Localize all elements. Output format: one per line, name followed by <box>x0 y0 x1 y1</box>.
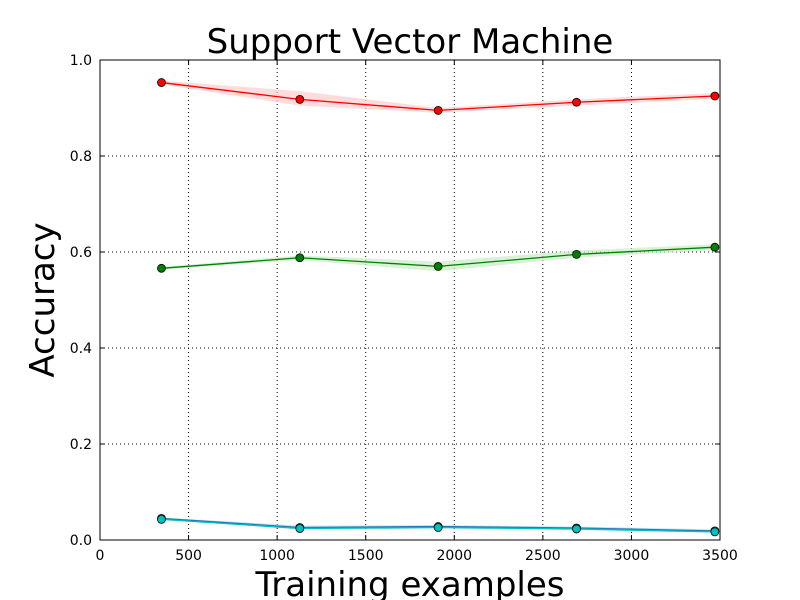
series-0-point <box>433 106 443 115</box>
series-1-point <box>295 253 305 263</box>
grid-lines <box>99 59 721 541</box>
series-3-point <box>157 514 166 524</box>
y-tick-label: 0.8 <box>70 149 92 165</box>
x-tick-label: 1000 <box>259 548 295 564</box>
series-0-point <box>295 94 305 104</box>
y-tick-label: 1.0 <box>70 53 92 69</box>
series-3-point <box>433 523 443 532</box>
x-tick-label: 2000 <box>436 548 472 564</box>
x-tick-label: 3000 <box>614 548 650 564</box>
series-1-point <box>433 261 443 271</box>
x-tick-label: 500 <box>175 548 202 564</box>
series-1-point <box>157 263 166 273</box>
plot-area-frame <box>99 59 721 541</box>
series-3-point <box>295 524 305 533</box>
x-tick-label: 1500 <box>348 548 384 564</box>
x-tick-label: 0 <box>96 548 105 564</box>
y-tick-label: 0.6 <box>70 245 92 261</box>
axis-ticks <box>99 59 721 541</box>
series-1-point <box>710 242 720 252</box>
series-markers <box>157 78 720 537</box>
y-tick-labels: 0.0 0.2 0.4 0.6 0.8 1.0 <box>70 53 92 549</box>
series-0-point <box>157 78 166 87</box>
y-tick-label: 0.4 <box>70 341 92 357</box>
series-3-point <box>710 527 720 537</box>
series-3-point <box>572 524 581 534</box>
series-1-point <box>572 249 581 259</box>
chart-title: Support Vector Machine <box>207 22 614 62</box>
series-0-point <box>572 97 581 107</box>
series-0-point <box>710 91 720 101</box>
x-tick-label: 3500 <box>702 548 738 564</box>
x-axis-title: Training examples <box>254 565 564 600</box>
y-tick-label: 0.0 <box>70 533 92 549</box>
y-tick-label: 0.2 <box>70 437 92 453</box>
y-axis-title: Accuracy <box>23 222 63 377</box>
x-tick-labels: 0 500 1000 1500 2000 2500 3000 3500 <box>96 548 738 564</box>
x-tick-label: 2500 <box>525 548 561 564</box>
